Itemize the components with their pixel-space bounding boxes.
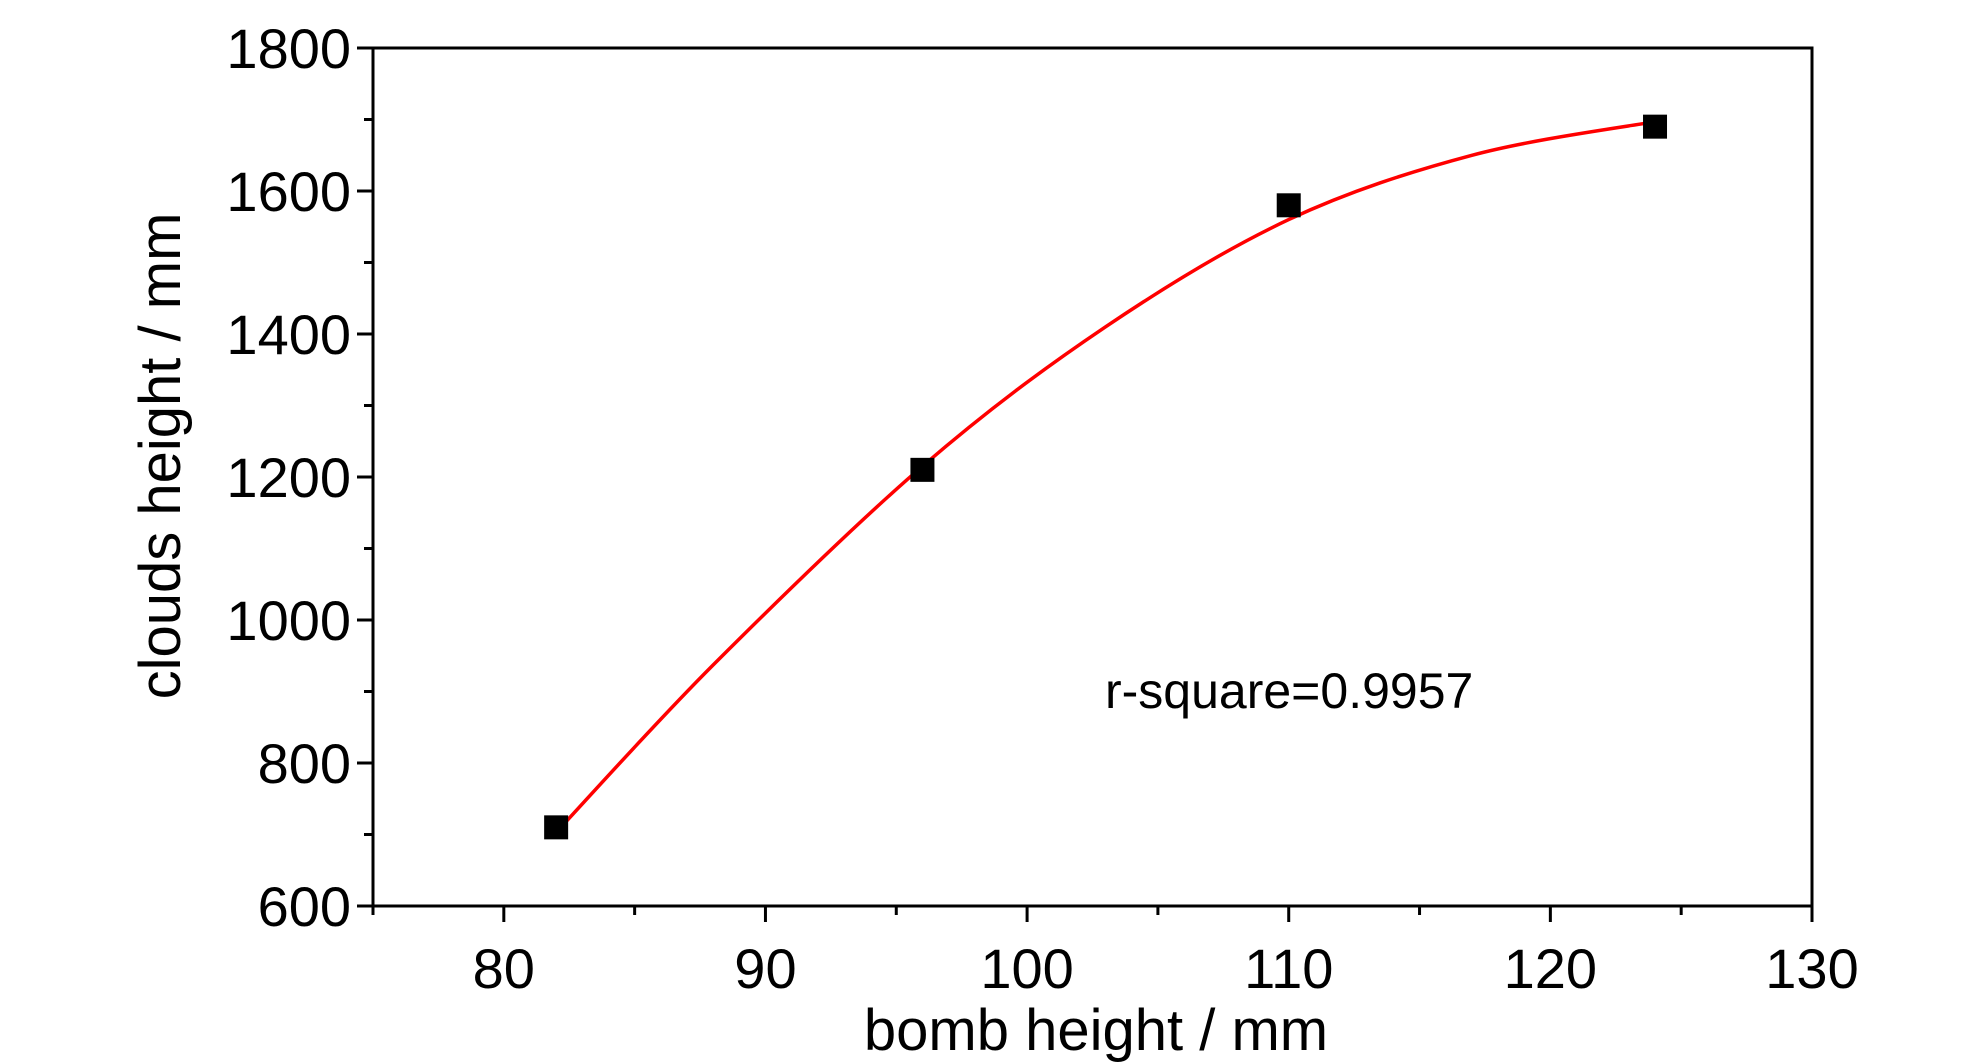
x-tick-label: 110: [1244, 937, 1333, 1000]
y-axis-label: clouds height / mm: [128, 213, 193, 700]
data-point-1: [544, 815, 569, 840]
y-axis-ticks: 600 800 1000 1200 1400 1600 1800: [226, 17, 373, 938]
y-tick-label: 1000: [226, 589, 351, 652]
plot-frame: [371, 46, 1814, 908]
x-tick-label: 100: [980, 937, 1073, 1000]
y-tick-label: 1200: [226, 446, 351, 509]
fit-curve: [554, 119, 1656, 834]
data-point-2: [910, 457, 935, 482]
data-point-4: [1643, 114, 1668, 139]
x-tick-label: 90: [734, 937, 796, 1000]
r-square-annotation: r-square=0.9957: [1105, 663, 1473, 719]
x-tick-label: 80: [473, 937, 535, 1000]
x-tick-label: 120: [1504, 937, 1597, 1000]
y-tick-label: 800: [258, 732, 351, 795]
data-points: [544, 114, 1668, 840]
y-tick-label: 1600: [226, 160, 351, 223]
y-tick-label: 1400: [226, 303, 351, 366]
data-point-3: [1276, 193, 1301, 218]
x-axis-ticks: 80 90 100 110 120 130: [371, 906, 1859, 1000]
y-tick-label: 600: [258, 875, 351, 938]
x-axis-label: bomb height / mm: [864, 998, 1328, 1062]
x-tick-label: 130: [1765, 937, 1858, 1000]
y-tick-label: 1800: [226, 17, 351, 80]
